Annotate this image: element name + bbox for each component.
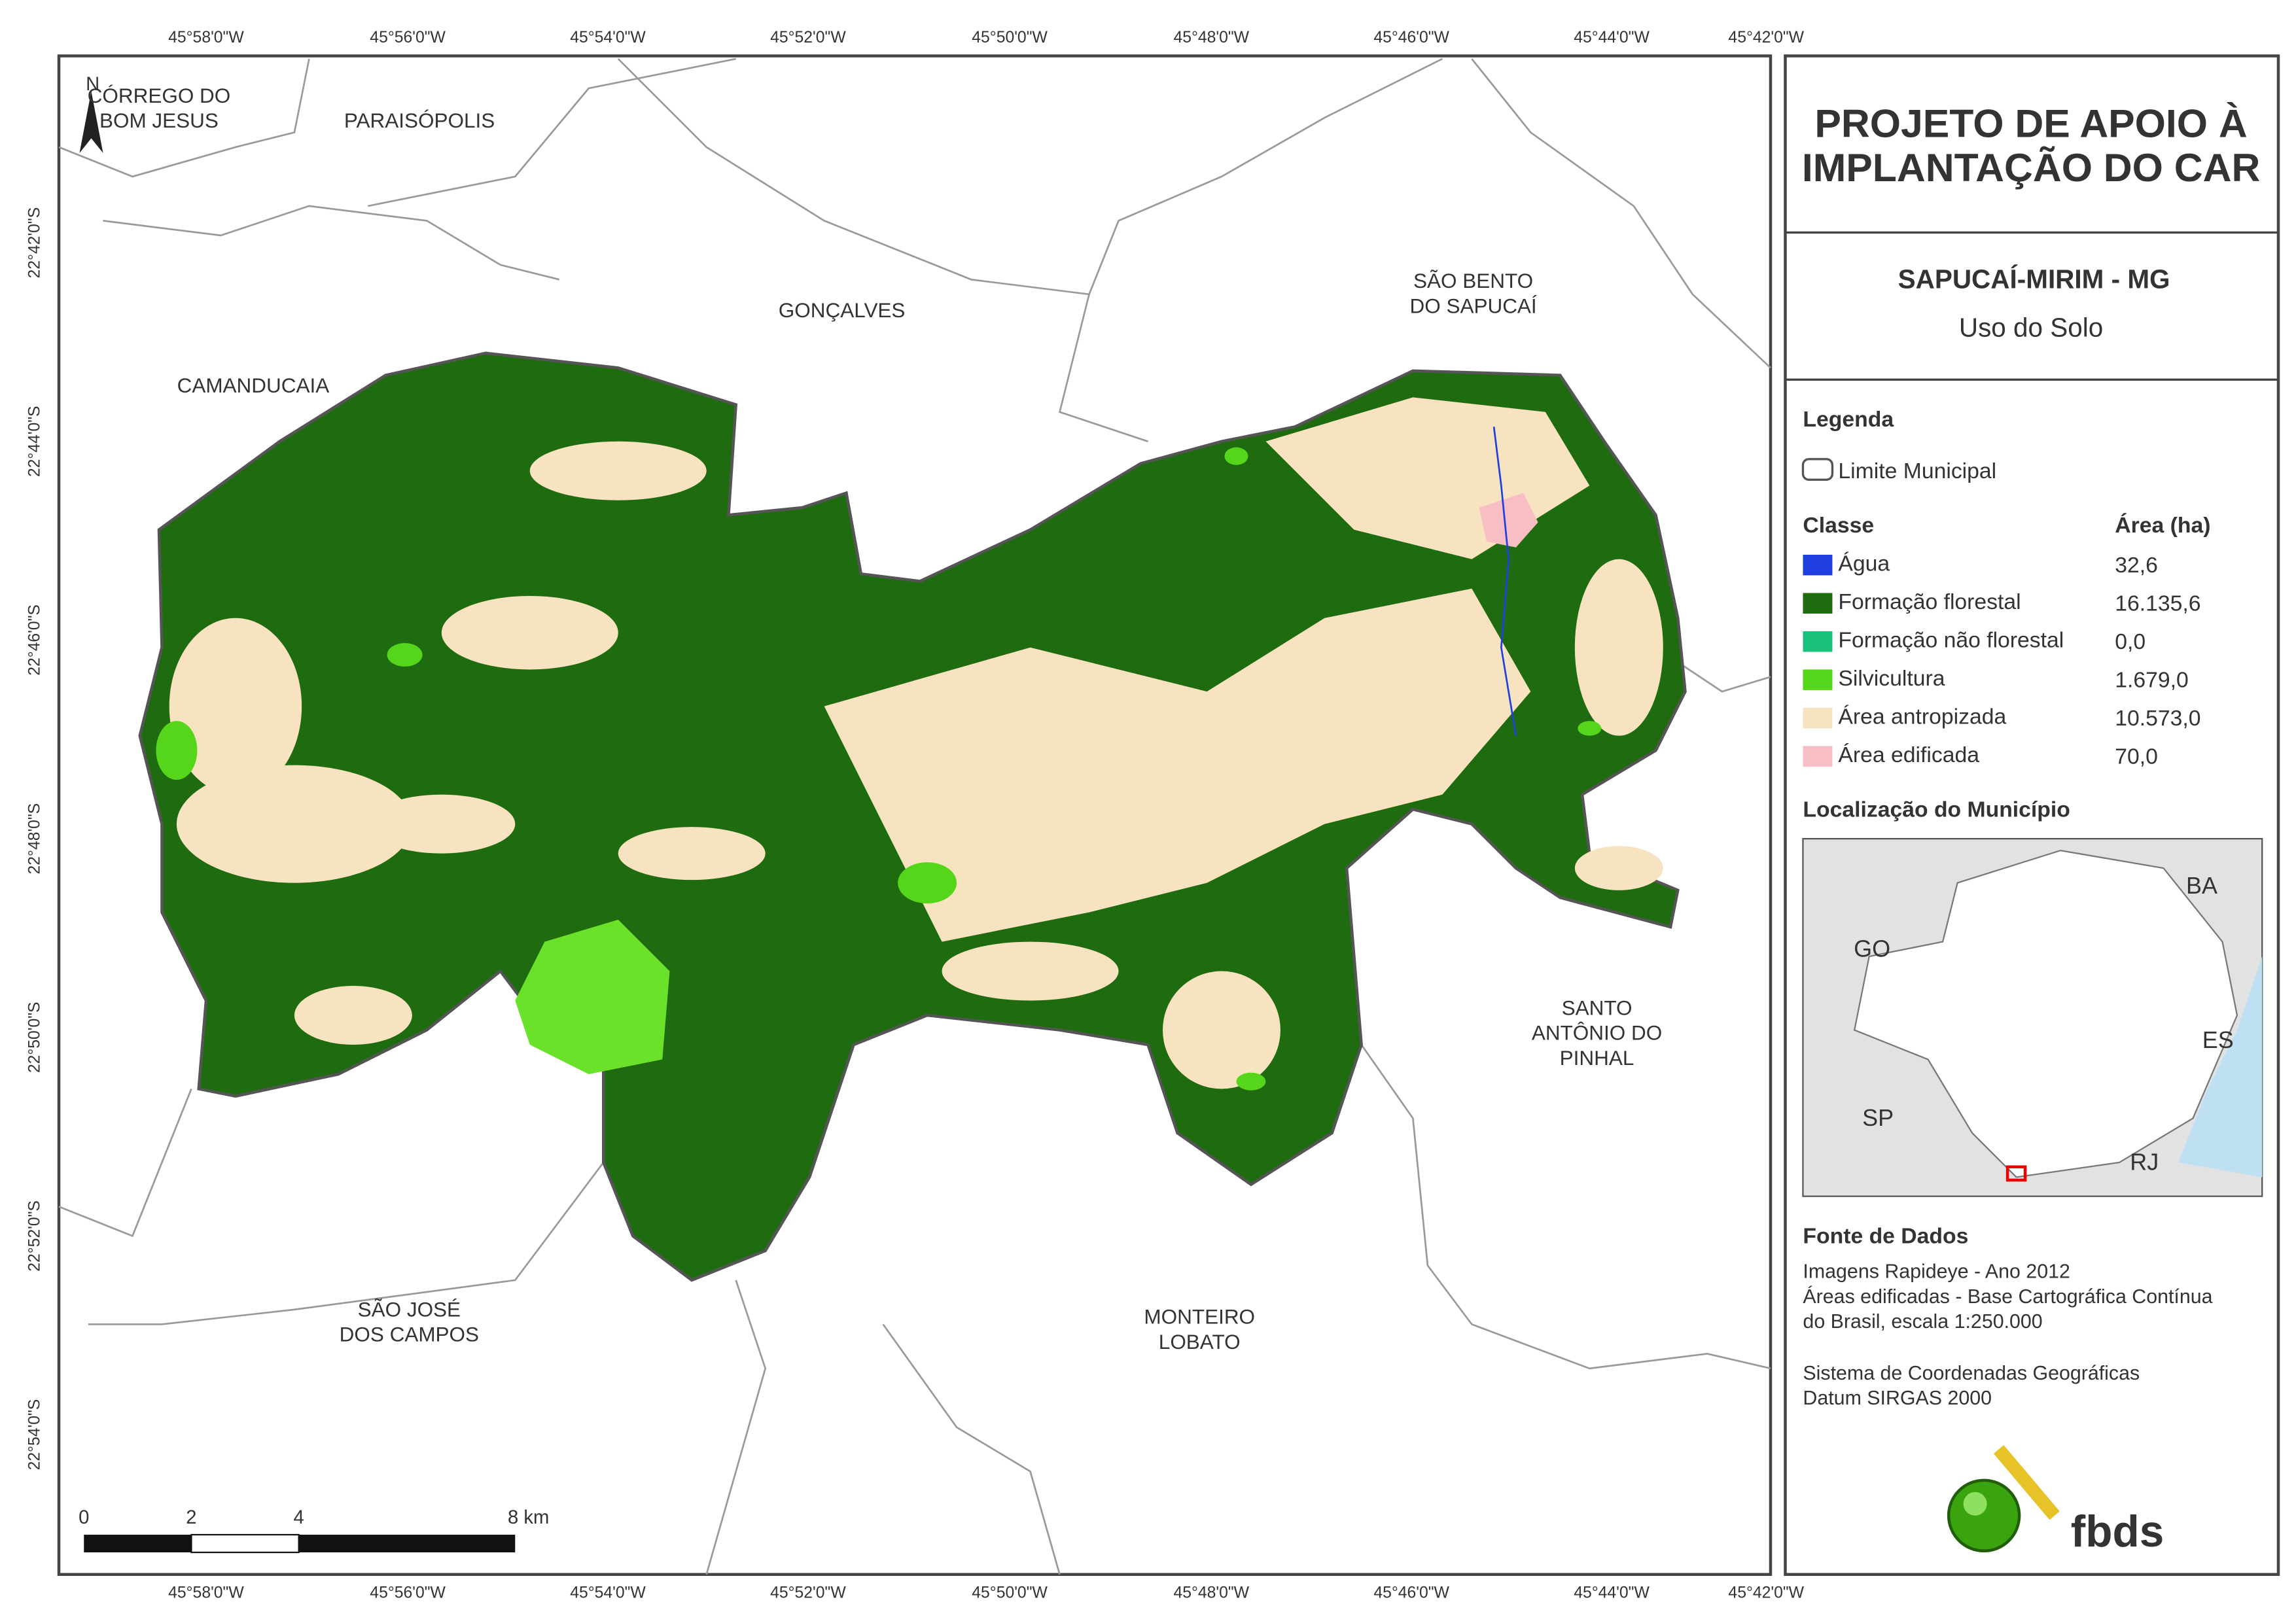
place-name: SÃO BENTO — [1413, 269, 1533, 292]
lon-label: 45°52'0"W — [770, 29, 846, 46]
class-area: 0,0 — [2115, 629, 2146, 654]
lon-label: 45°54'0"W — [570, 1584, 646, 1602]
source-line: Datum SIRGAS 2000 — [1803, 1387, 1992, 1409]
place-name: PINHAL — [1560, 1046, 1634, 1070]
logo-text: fbds — [2071, 1507, 2164, 1556]
class-area: 70,0 — [2115, 744, 2158, 769]
inset-label: SP — [1862, 1104, 1894, 1131]
class-name: Área antropizada — [1838, 705, 2006, 729]
lon-label: 45°58'0"W — [168, 29, 244, 46]
lat-label: 22°52'0"S — [26, 1200, 44, 1272]
legend-swatch — [1803, 707, 1833, 729]
scale-label: 2 — [186, 1507, 196, 1528]
lat-label: 22°46'0"S — [26, 604, 44, 676]
lon-label: 45°54'0"W — [570, 29, 646, 46]
class-area: 10.573,0 — [2115, 706, 2200, 731]
lon-label: 45°42'0"W — [1728, 29, 1804, 46]
map-frame — [57, 54, 1773, 1577]
lon-label: 45°50'0"W — [972, 1584, 1048, 1602]
lat-label: 22°44'0"S — [26, 406, 44, 477]
class-name: Formação não florestal — [1838, 628, 2064, 653]
lat-label: 22°48'0"S — [26, 803, 44, 875]
sources-heading: Fonte de Dados — [1803, 1224, 1968, 1249]
source-line: Imagens Rapideye - Ano 2012 — [1803, 1261, 2070, 1283]
place-name: CÓRREGO DO — [88, 84, 231, 107]
panel-theme: Uso do Solo — [1959, 313, 2103, 343]
place-name: ANTÔNIO DO — [1532, 1021, 1662, 1045]
class-name: Água — [1838, 551, 1890, 576]
lon-label: 45°46'0"W — [1373, 1584, 1449, 1602]
lon-label: 45°44'0"W — [1574, 1584, 1650, 1602]
lat-label: 22°54'0"S — [26, 1399, 44, 1471]
legend-panel — [1784, 54, 2280, 1577]
lon-label: 45°46'0"W — [1373, 29, 1449, 46]
source-line: Áreas edificadas - Base Cartográfica Con… — [1803, 1286, 2212, 1308]
location-heading: Localização do Município — [1803, 797, 2070, 822]
place-name: SANTO — [1562, 996, 1633, 1019]
scale-label: 0 — [79, 1507, 89, 1528]
lon-label: 45°52'0"W — [770, 1584, 846, 1602]
place-name: BOM JESUS — [99, 109, 219, 132]
lon-label: 45°56'0"W — [370, 29, 446, 46]
place-name: PARAISÓPOLIS — [344, 109, 495, 132]
class-name: Silvicultura — [1838, 666, 1945, 691]
class-heading: Classe — [1803, 513, 1874, 538]
class-area: 16.135,6 — [2115, 591, 2200, 616]
class-name: Área edificada — [1838, 742, 1979, 767]
place-name: GONÇALVES — [779, 298, 906, 322]
legend-heading: Legenda — [1803, 407, 1894, 432]
legend-swatch — [1803, 593, 1833, 614]
class-name: Formação florestal — [1838, 589, 2021, 614]
panel-subtitle: SAPUCAÍ-MIRIM - MG — [1898, 264, 2170, 294]
lon-label: 45°58'0"W — [168, 1584, 244, 1602]
inset-label: BA — [2186, 872, 2217, 899]
lon-label: 45°44'0"W — [1574, 29, 1650, 46]
north-label: N — [86, 74, 99, 95]
lon-label: 45°42'0"W — [1728, 1584, 1804, 1602]
lon-label: 45°50'0"W — [972, 29, 1048, 46]
place-name: MONTEIRO — [1144, 1305, 1255, 1329]
inset-label: GO — [1854, 935, 1890, 962]
class-area: 32,6 — [2115, 553, 2158, 578]
class-area: 1.679,0 — [2115, 667, 2189, 692]
panel-title: PROJETO DE APOIO À — [1814, 101, 2247, 145]
lon-label: 45°48'0"W — [1173, 1584, 1249, 1602]
panel-title: IMPLANTAÇÃO DO CAR — [1802, 145, 2260, 190]
place-name: DO SAPUCAÍ — [1409, 294, 1536, 317]
legend-swatch — [1803, 631, 1833, 652]
area-heading: Área (ha) — [2115, 513, 2210, 538]
scale-label: 8 km — [508, 1507, 549, 1528]
lon-label: 45°48'0"W — [1173, 29, 1249, 46]
scale-label: 4 — [294, 1507, 304, 1528]
inset-label: RJ — [2130, 1149, 2159, 1176]
place-name: LOBATO — [1159, 1330, 1241, 1353]
source-line: do Brasil, escala 1:250.000 — [1803, 1311, 2042, 1333]
legend-swatch — [1803, 746, 1833, 767]
lon-label: 45°56'0"W — [370, 1584, 446, 1602]
place-name: SÃO JOSÉ — [358, 1297, 461, 1321]
legend-boundary: Limite Municipal — [1838, 459, 1996, 483]
lat-label: 22°50'0"S — [26, 1002, 44, 1073]
source-line: Sistema de Coordenadas Geográficas — [1803, 1363, 2140, 1384]
legend-swatch — [1803, 669, 1833, 690]
place-name: DOS CAMPOS — [340, 1323, 479, 1346]
lat-label: 22°42'0"S — [26, 207, 44, 279]
inset-label: ES — [2202, 1026, 2234, 1053]
place-name: CAMANDUCAIA — [177, 374, 330, 397]
legend-swatch — [1803, 554, 1833, 576]
